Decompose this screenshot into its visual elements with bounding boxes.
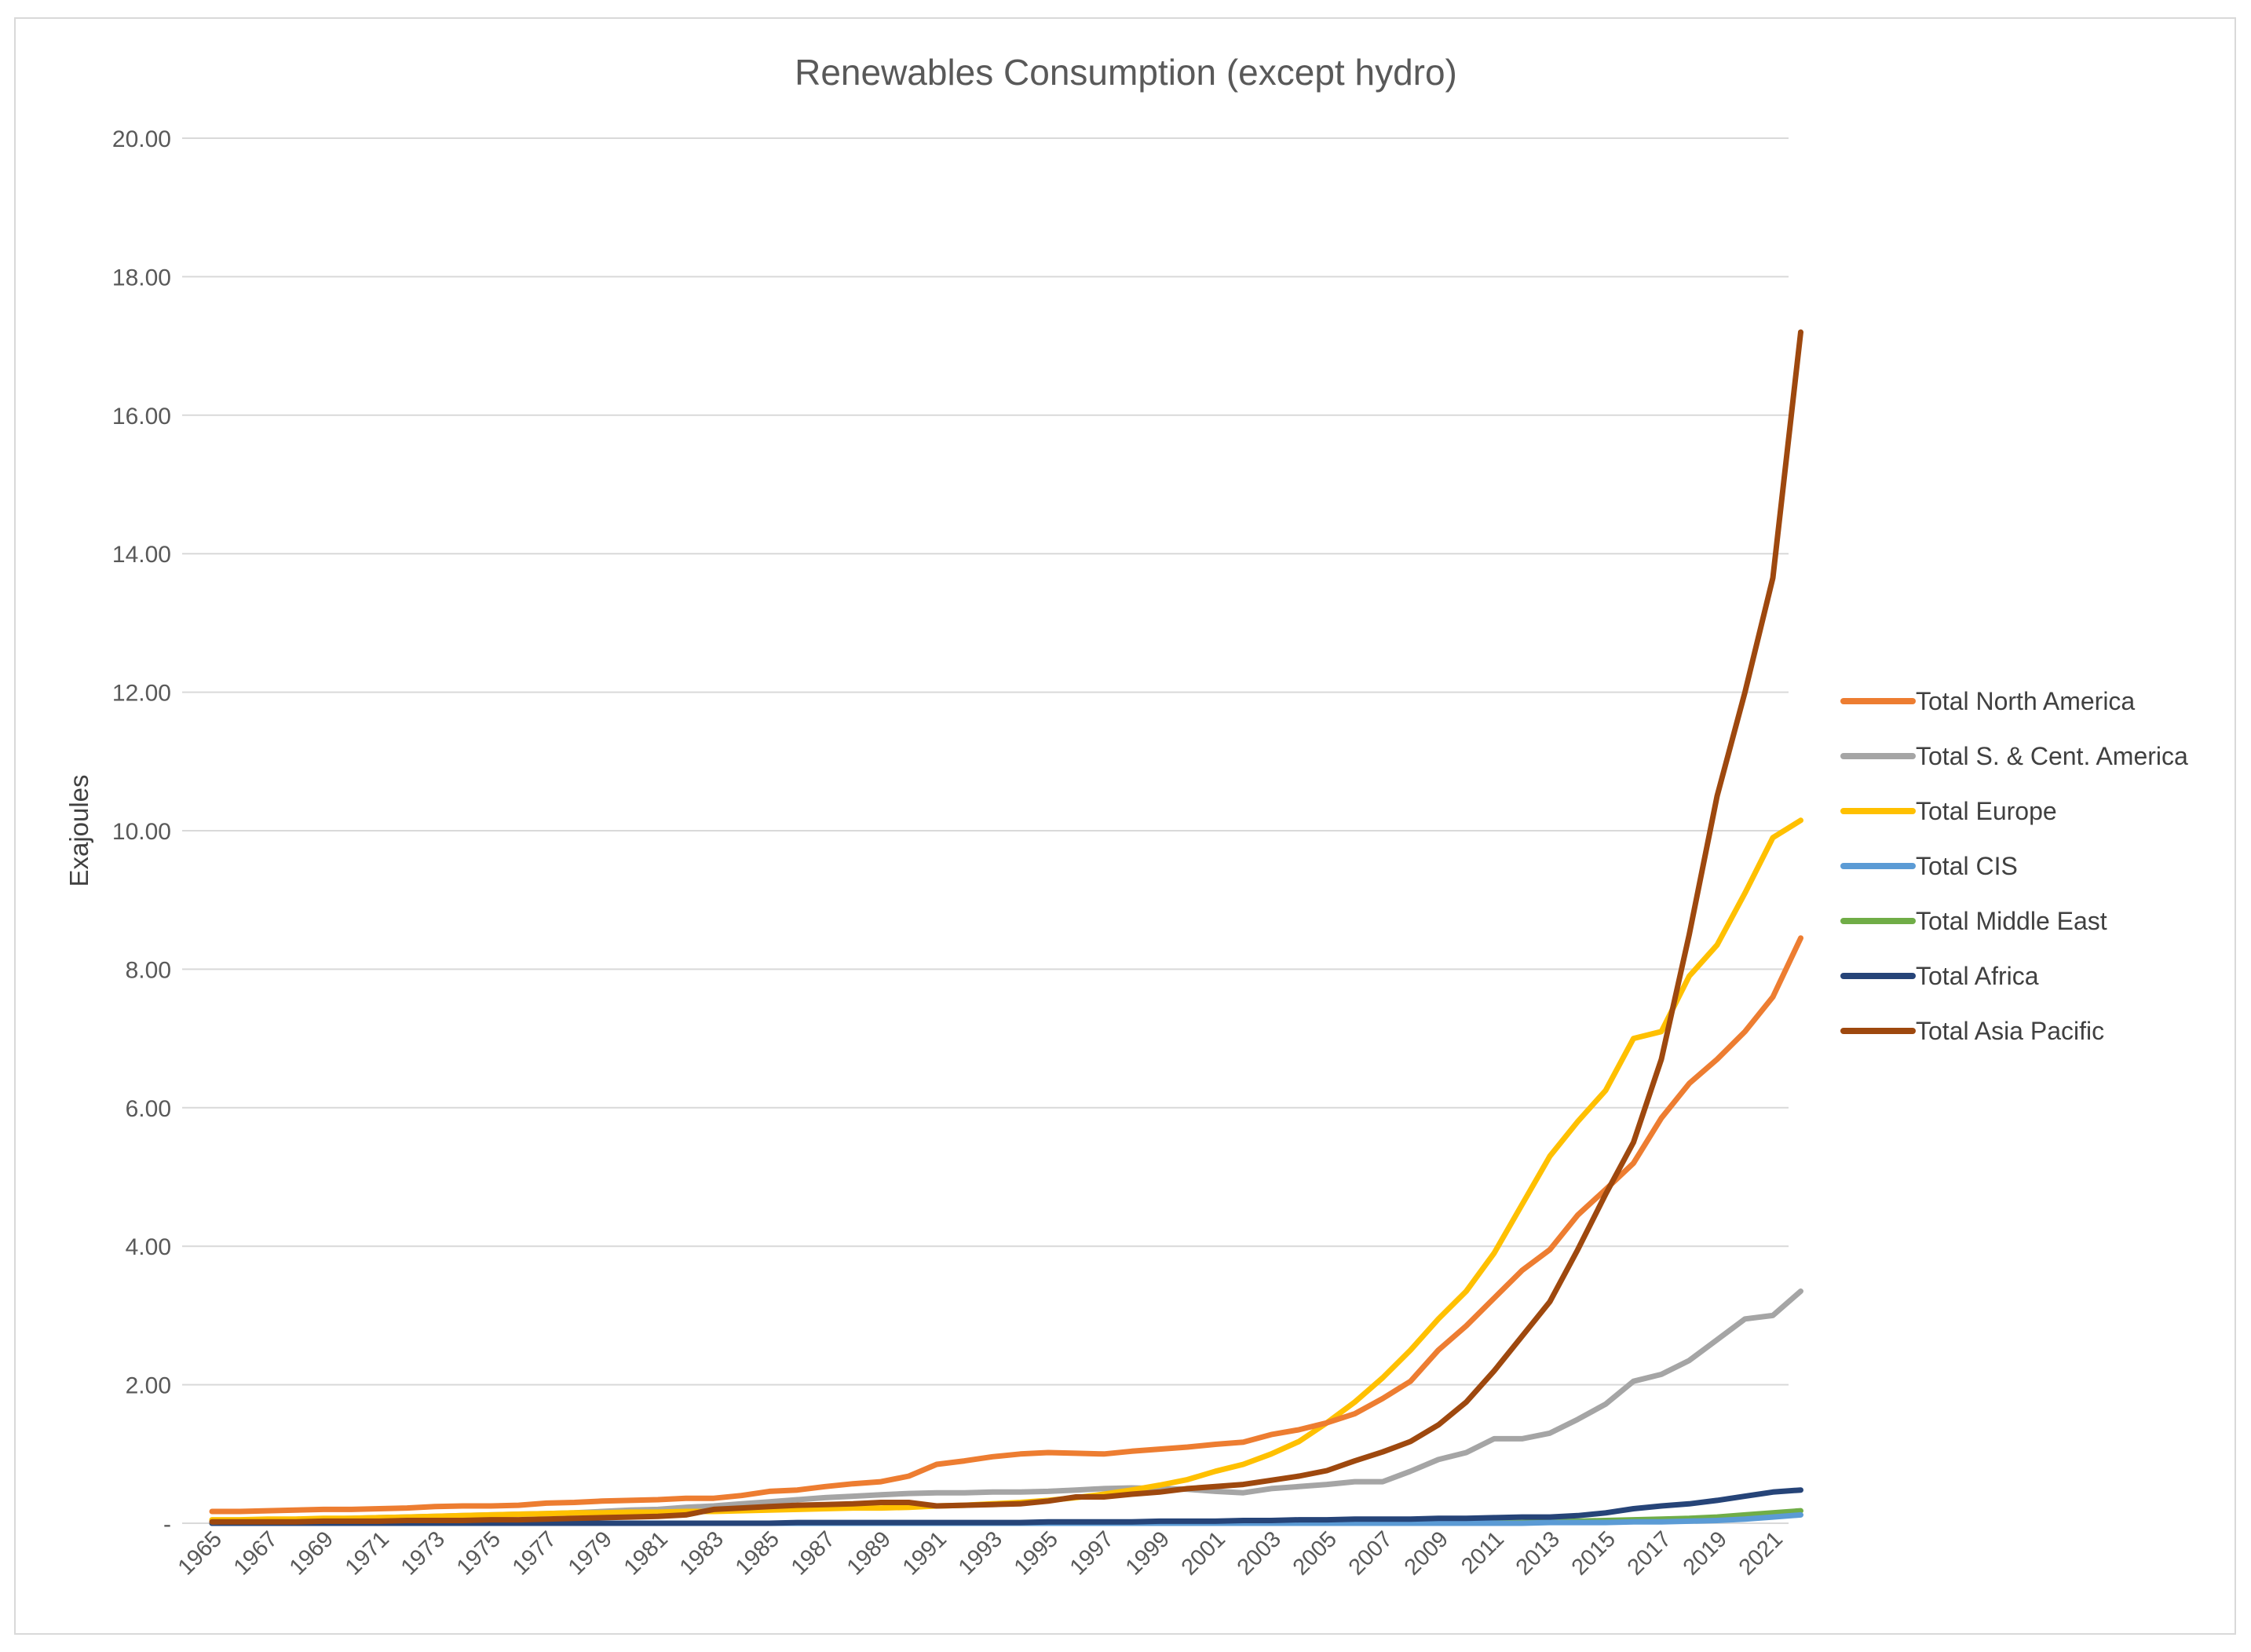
y-tick-label: 6.00 xyxy=(126,1096,171,1122)
legend: Total North America Total S. & Cent. Amer… xyxy=(1840,687,2188,1045)
x-tick-label: 2021 xyxy=(1734,1526,1788,1580)
x-tick-label: 2015 xyxy=(1567,1526,1621,1580)
chart-frame xyxy=(14,17,2236,1635)
y-tick-label: 8.00 xyxy=(126,957,171,983)
series-lines xyxy=(209,329,1803,1526)
y-tick-label: 10.00 xyxy=(112,819,171,845)
y-tick-label: 14.00 xyxy=(112,542,171,568)
gridlines xyxy=(182,137,1789,1524)
y-tick-label: 12.00 xyxy=(112,681,171,707)
x-tick-label: 1969 xyxy=(285,1526,338,1580)
x-tick-label: 1987 xyxy=(787,1526,840,1580)
y-axis-label: Exajoules xyxy=(64,774,93,886)
legend-label: Total North America xyxy=(1916,687,2135,715)
chart-title: Renewables Consumption (except hydro) xyxy=(795,52,1457,93)
series-line-total-asia-pacific xyxy=(209,329,1803,1525)
x-tick-label: 1999 xyxy=(1121,1526,1175,1580)
x-tick-label: 1989 xyxy=(842,1526,896,1580)
x-tick-label: 2005 xyxy=(1288,1526,1342,1580)
x-axis-ticks: 1965 1967 1969 1971 1973 1975 1977 1979 1981 1983… xyxy=(174,1526,1788,1580)
x-tick-label: 1995 xyxy=(1010,1526,1063,1580)
y-tick-label: 4.00 xyxy=(126,1234,171,1260)
series-line-total-africa xyxy=(209,1487,1803,1526)
x-tick-label: 1967 xyxy=(229,1526,283,1580)
x-tick-label: 1965 xyxy=(174,1526,227,1580)
x-tick-label: 2011 xyxy=(1456,1526,1509,1579)
series-line-total-s-cent-america xyxy=(209,1288,1803,1525)
x-tick-label: 2013 xyxy=(1511,1526,1565,1580)
x-tick-label: 1993 xyxy=(954,1526,1007,1580)
y-tick-label: 2.00 xyxy=(126,1373,171,1399)
legend-label: Total Europe xyxy=(1916,797,2057,825)
x-tick-label: 1979 xyxy=(564,1526,617,1580)
y-tick-label: - xyxy=(163,1511,171,1537)
x-tick-label: 2017 xyxy=(1623,1526,1676,1580)
x-tick-label: 2009 xyxy=(1400,1526,1453,1580)
x-tick-label: 2001 xyxy=(1177,1526,1230,1580)
x-tick-label: 1971 xyxy=(341,1526,394,1580)
x-tick-label: 1975 xyxy=(452,1526,506,1580)
y-tick-label: 18.00 xyxy=(112,265,171,291)
x-tick-label: 1977 xyxy=(508,1526,561,1580)
y-axis-ticks: - 2.00 4.00 6.00 8.00 10.00 12.00 14.00 16.00 18.… xyxy=(112,126,171,1537)
legend-label: Total Africa xyxy=(1916,962,2039,990)
x-tick-label: 1983 xyxy=(675,1526,729,1580)
x-tick-label: 2003 xyxy=(1233,1526,1286,1580)
x-tick-label: 1991 xyxy=(898,1526,952,1580)
legend-label: Total S. & Cent. America xyxy=(1916,742,2188,770)
x-tick-label: 2007 xyxy=(1344,1526,1398,1580)
x-tick-label: 1981 xyxy=(619,1526,673,1580)
series-line-total-europe xyxy=(209,817,1803,1523)
y-tick-label: 20.00 xyxy=(112,126,171,152)
legend-label: Total CIS xyxy=(1916,852,2018,880)
legend-label: Total Middle East xyxy=(1916,907,2107,935)
x-tick-label: 1985 xyxy=(731,1526,784,1580)
legend-label: Total Asia Pacific xyxy=(1916,1017,2104,1045)
x-tick-label: 2019 xyxy=(1679,1526,1732,1580)
series-line-total-north-america xyxy=(209,935,1803,1515)
y-tick-label: 16.00 xyxy=(112,404,171,429)
x-tick-label: 1997 xyxy=(1065,1526,1119,1580)
x-tick-label: 1973 xyxy=(396,1526,450,1580)
